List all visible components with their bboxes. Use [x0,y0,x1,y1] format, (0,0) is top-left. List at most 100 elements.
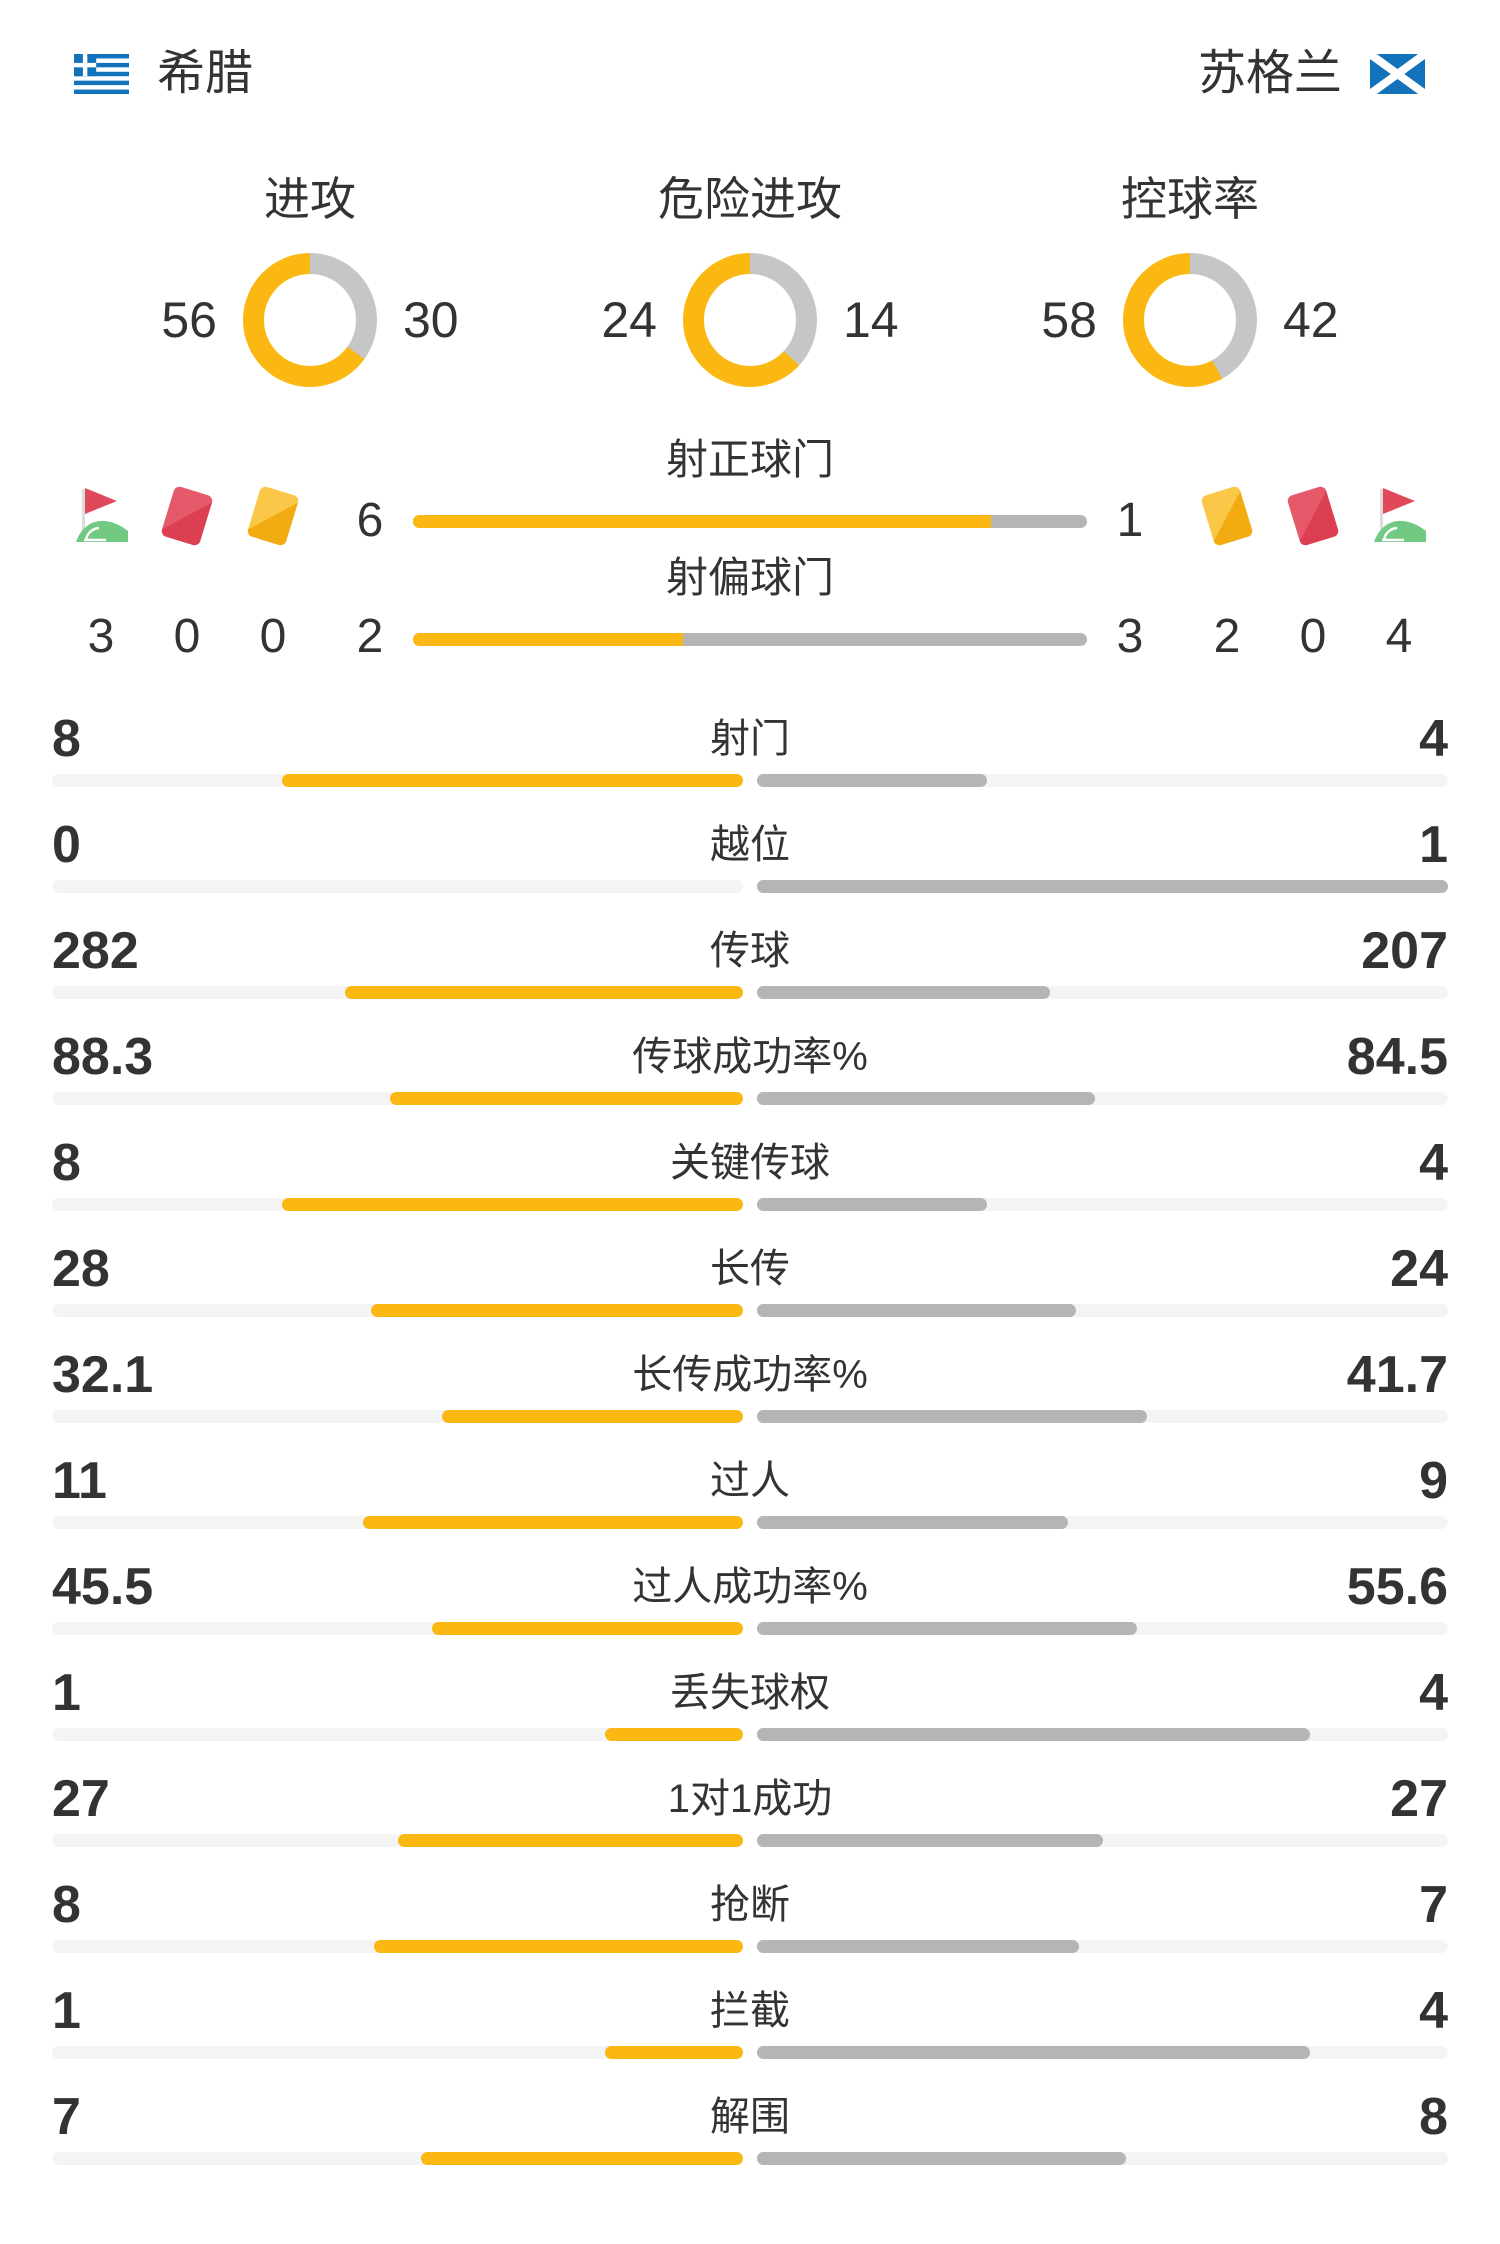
stat-away-value: 27 [1390,1770,1448,1828]
yellow-card-icon [246,485,300,547]
donut-ring [243,253,377,387]
stat-away-track [757,1728,1448,1741]
stat-home-track [52,986,743,999]
donut-home-value: 58 [1041,292,1097,348]
shots-on-target-home-fill [413,515,991,528]
stat-home-value: 45.5 [52,1558,154,1616]
stat-home-track [52,1092,743,1105]
stat-label: 拦截 [710,1989,790,2033]
stat-home-bar [374,1940,743,1953]
stat-home-track [52,2152,743,2165]
stat-home-value: 1 [52,1664,81,1722]
donut-away-value: 42 [1283,292,1339,348]
red-card-icon [1286,485,1340,547]
stat-label: 射门 [710,717,790,761]
stat-away-bar [757,986,1050,999]
red-card-icon [160,485,214,547]
home-red-card-slot [157,485,217,547]
stat-away-bar [757,880,1448,893]
match-header: 希腊 苏格兰 [74,50,1425,98]
shots-off-target-bar [413,633,1087,646]
stat-row: 88.3 传球成功率% 84.5 [52,1018,1448,1124]
away-yellow-card-slot [1197,485,1257,547]
stat-away-value: 207 [1361,922,1448,980]
stat-home-bar [389,1092,743,1105]
corner-flag-icon [1374,488,1426,542]
yellow-card-icon [1200,485,1254,547]
stat-label: 过人成功率% [632,1565,868,1609]
stat-label: 越位 [710,823,790,867]
stat-away-bar [757,774,988,787]
corner-flag-icon [76,488,128,542]
stat-away-track [757,1834,1448,1847]
stat-row: 8 抢断 7 [52,1866,1448,1972]
stat-home-bar [344,986,743,999]
home-team[interactable]: 希腊 [74,50,253,98]
stat-away-bar [757,1940,1080,1953]
shots-section: 射正球门 射偏球门 6 1 3 0 0 2 [0,430,1500,670]
stat-home-bar [420,2152,743,2165]
shots-off-target-label: 射偏球门 [665,554,834,601]
stat-row: 1 丢失球权 4 [52,1654,1448,1760]
home-corner-flag-slot [71,487,131,545]
shots-off-target-home-value: 2 [356,610,384,663]
stat-away-track [757,774,1448,787]
stat-home-value: 8 [52,710,81,768]
stat-home-bar [282,774,743,787]
stat-home-bar [282,1198,743,1211]
stat-label: 传球 [710,929,790,973]
stat-away-value: 4 [1419,1664,1448,1722]
stat-row: 8 射门 4 [52,700,1448,806]
home-yellow-card-slot [243,485,303,547]
home-red-cards-count: 0 [173,610,201,663]
donut-home-value: 24 [601,292,657,348]
stat-label: 丢失球权 [670,1671,830,1715]
stat-home-track [52,1198,743,1211]
donut-ring [1123,253,1257,387]
stat-away-value: 4 [1419,1134,1448,1192]
shots-on-target-away-value: 1 [1116,494,1144,547]
away-team[interactable]: 苏格兰 [1198,50,1425,98]
stat-away-bar [757,1622,1138,1635]
stat-label: 解围 [710,2095,790,2139]
stat-away-value: 7 [1419,1876,1448,1934]
stat-row: 282 传球 207 [52,912,1448,1018]
stat-home-track [52,1622,743,1635]
stat-home-track [52,880,743,893]
greece-flag-icon [74,54,129,94]
stat-home-value: 8 [52,1876,81,1934]
stat-label: 关键传球 [670,1141,830,1185]
stat-away-value: 4 [1419,710,1448,768]
stat-row: 0 越位 1 [52,806,1448,912]
stat-home-track [52,1940,743,1953]
stat-home-value: 28 [52,1240,110,1298]
stat-away-value: 41.7 [1346,1346,1448,1404]
stat-row: 28 长传 24 [52,1230,1448,1336]
stat-label: 长传 [710,1247,790,1291]
stat-away-bar [757,1728,1310,1741]
stat-home-value: 1 [52,1982,81,2040]
stat-row: 8 关键传球 4 [52,1124,1448,1230]
stat-row: 1 拦截 4 [52,1972,1448,2078]
shots-off-target-away-value: 3 [1116,610,1144,663]
donut-section: 进攻 56 30 危险进攻 24 14 控球率 58 42 [90,175,1410,387]
stat-away-track [757,1622,1448,1635]
home-yellow-cards-count: 0 [259,610,287,663]
stat-row: 45.5 过人成功率% 55.6 [52,1548,1448,1654]
away-team-name: 苏格兰 [1197,47,1342,100]
stat-away-bar [757,1834,1103,1847]
away-red-cards-count: 0 [1299,610,1327,663]
stat-home-track [52,1834,743,1847]
stat-home-bar [362,1516,743,1529]
donut-chart-group: 危险进攻 24 14 [530,175,970,387]
stat-row: 27 1对1成功 27 [52,1760,1448,1866]
away-corner-flag-slot [1369,487,1429,545]
donut-away-value: 14 [843,292,899,348]
stat-away-track [757,1198,1448,1211]
stat-away-value: 4 [1419,1982,1448,2040]
shots-on-target-bar [413,515,1087,528]
stat-away-bar [757,1092,1095,1105]
stat-home-track [52,1516,743,1529]
away-red-card-slot [1283,485,1343,547]
stat-away-track [757,1516,1448,1529]
